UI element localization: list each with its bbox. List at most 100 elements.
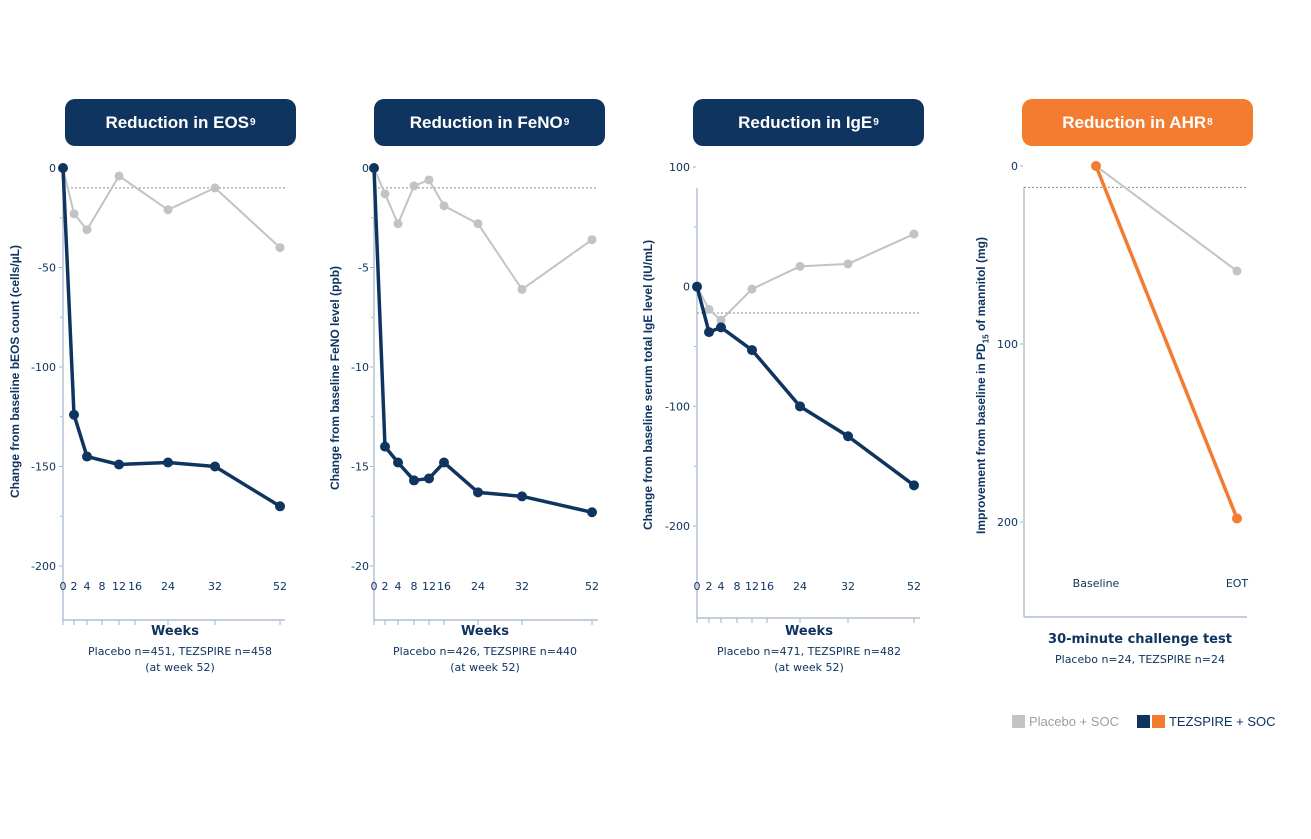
data-point-placebo-eos [82,225,92,235]
title-eos-ref: 9 [250,117,256,128]
data-point-tezspire-ige [747,345,757,356]
x-tick-label-feno: 24 [471,580,485,593]
series-line-placebo-feno [373,167,593,291]
series-line-placebo-ige [696,233,915,322]
legend-placebo-swatch [1012,715,1025,728]
y-tick-label-feno: -15 [351,461,369,474]
xlabel-ige: Weeks [785,624,833,639]
data-point-placebo-eos [275,243,285,253]
title-ahr: Reduction in AHR 8 [1022,99,1253,146]
data-point-tezspire-feno [517,491,527,502]
data-point-placebo-eos [114,171,124,181]
x-tick-label-ige: 16 [760,580,774,593]
data-point-tezspire-feno [587,507,597,518]
x-category-label-ahr: EOT [1226,577,1249,590]
x-tick-label-ige: 2 [706,580,713,593]
x-tick-label-feno: 8 [411,580,418,593]
note-ahr-n: Placebo n=24, TEZSPIRE n=24 [1055,653,1225,666]
data-point-placebo-eos [210,183,220,193]
note-ahr: Placebo n=24, TEZSPIRE n=24 [1020,652,1260,668]
data-point-placebo-ige [795,261,805,271]
note-ige-week: (at week 52) [774,661,844,674]
data-point-placebo-feno [473,219,483,229]
data-point-placebo-feno [409,181,419,191]
data-point-tezspire-eos [275,501,285,512]
y-tick-label-ige: 100 [669,161,690,174]
x-tick-label-feno: 52 [585,580,599,593]
title-ige-ref: 9 [873,117,879,128]
data-point-tezspire-ahr [1232,513,1242,524]
series-line-placebo-ahr [1095,165,1238,272]
data-point-placebo-feno [587,235,597,245]
data-point-placebo-feno [424,175,434,185]
series-line-tezspire-ige [695,286,916,487]
legend-tezspire-swatch-orange [1151,715,1165,728]
legend-tezspire-label: TEZSPIRE + SOC [1168,714,1276,729]
y-tick-label-ahr: 0 [1011,160,1018,173]
series-line-tezspire-feno [372,167,593,514]
x-tick-label-ige: 12 [745,580,759,593]
y-tick-label-ige: 0 [683,281,690,294]
xlabel-ahr: 30-minute challenge test [1048,632,1232,647]
note-ige: Placebo n=471, TEZSPIRE n=482 (at week 5… [689,644,929,676]
x-tick-label-feno: 32 [515,580,529,593]
legend-placebo: Placebo + SOC [1012,714,1119,729]
y-tick-label-eos: -50 [38,262,56,275]
x-tick-label-eos: 8 [99,580,106,593]
data-point-tezspire-eos [210,461,220,472]
data-point-placebo-eos [69,209,79,219]
title-feno-ref: 9 [563,117,570,128]
x-tick-label-feno: 0 [371,580,378,593]
data-point-tezspire-ahr [1091,161,1101,171]
data-point-tezspire-feno [473,487,483,498]
data-point-tezspire-eos [114,459,124,470]
y-tick-label-ige: -100 [665,400,690,413]
note-feno: Placebo n=426, TEZSPIRE n=440 (at week 5… [365,644,605,676]
title-ahr-text: Reduction in AHR [1062,112,1207,132]
y-tick-label-eos: -200 [31,560,56,573]
data-point-tezspire-eos [163,457,173,468]
y-tick-label-feno: -5 [358,262,369,275]
x-tick-label-eos: 2 [71,580,78,593]
y-tick-label-eos: -150 [31,461,56,474]
x-tick-label-eos: 16 [128,580,142,593]
note-ige-n: Placebo n=471, TEZSPIRE n=482 [717,645,901,658]
data-point-tezspire-feno [439,457,449,468]
title-eos: Reduction in EOS 9 [65,99,296,146]
y-tick-label-ahr: 100 [997,338,1018,351]
title-feno: Reduction in FeNO 9 [374,99,605,146]
x-tick-label-eos: 4 [84,580,91,593]
data-point-tezspire-feno [424,473,434,484]
data-point-tezspire-ige [704,327,714,338]
x-tick-label-ige: 8 [734,580,741,593]
y-tick-label-eos: -100 [31,361,56,374]
xlabel-feno: Weeks [461,624,509,639]
data-point-placebo-ige [716,315,726,325]
y-tick-label-feno: 0 [362,162,369,175]
data-point-tezspire-ige [909,480,919,491]
data-point-tezspire-eos [69,409,79,420]
data-point-placebo-ige [909,229,919,239]
data-point-placebo-ahr [1232,266,1242,276]
data-point-placebo-feno [439,201,449,211]
x-tick-label-eos: 24 [161,580,175,593]
data-point-placebo-feno [380,189,390,199]
y-tick-label-feno: -20 [351,560,369,573]
x-tick-label-ige: 32 [841,580,855,593]
note-feno-week: (at week 52) [450,661,520,674]
title-ahr-ref: 8 [1207,117,1213,128]
data-point-tezspire-ige [716,322,726,333]
note-feno-n: Placebo n=426, TEZSPIRE n=440 [393,645,577,658]
xlabel-eos: Weeks [151,624,199,639]
note-eos-week: (at week 52) [145,661,215,674]
title-ige: Reduction in IgE 9 [693,99,924,146]
x-tick-label-eos: 12 [112,580,126,593]
x-tick-label-ige: 52 [907,580,921,593]
x-category-label-ahr: Baseline [1073,577,1120,590]
title-feno-text: Reduction in FeNO [409,112,563,132]
data-point-tezspire-feno [369,163,379,173]
data-point-placebo-feno [393,219,403,229]
x-tick-label-feno: 16 [437,580,451,593]
title-eos-text: Reduction in EOS [105,112,249,132]
x-tick-label-eos: 0 [60,580,67,593]
